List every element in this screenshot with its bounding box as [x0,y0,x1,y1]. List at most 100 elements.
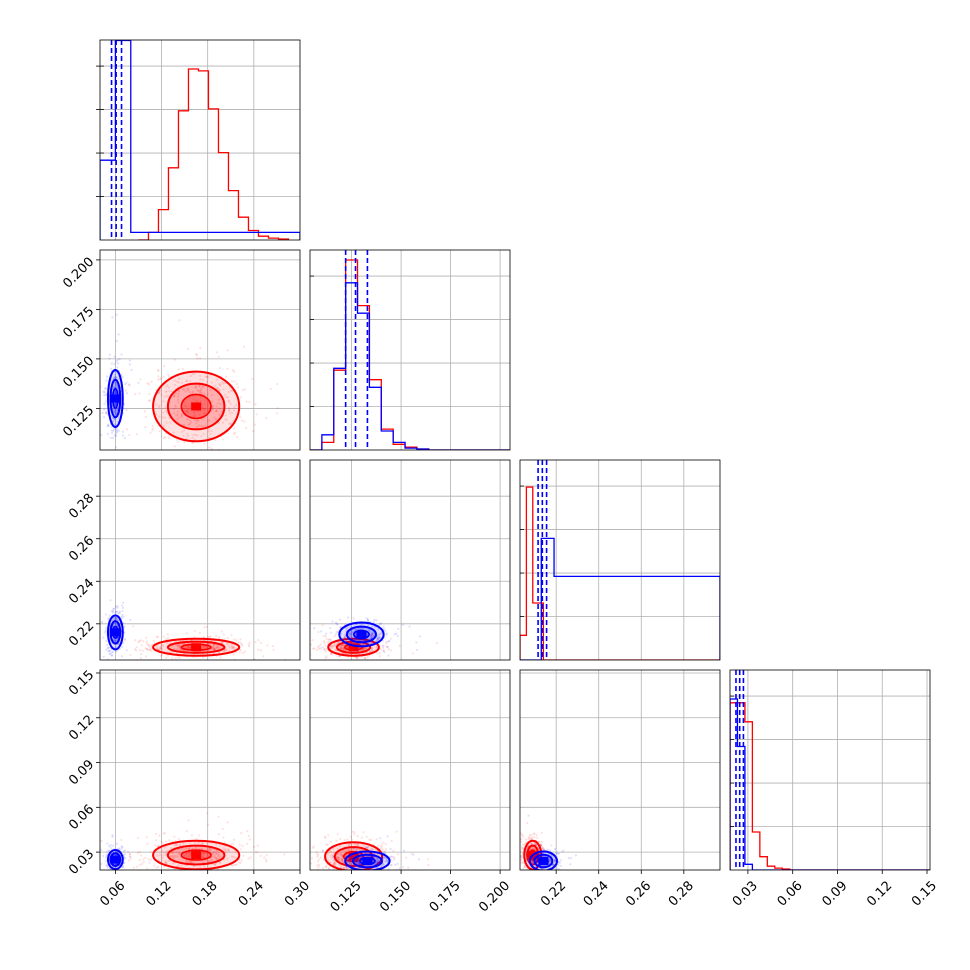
sample-point [324,632,327,635]
sample-point [128,433,131,437]
sample-point [112,624,115,627]
sample-point [176,855,179,858]
sample-point [382,851,385,854]
sample-point [343,636,346,639]
sample-point [141,862,144,865]
sample-point [104,856,108,859]
sample-point [529,881,531,883]
sample-point [153,864,156,867]
sample-point [390,855,393,858]
sample-point [269,387,272,391]
sample-point [176,644,179,647]
sample-point [159,647,162,650]
sample-point [175,851,178,854]
sample-point [378,636,381,639]
sample-point [228,386,231,389]
sample-point [147,857,150,861]
sample-point [177,848,180,852]
sample-point [549,849,552,852]
sample-point [173,394,176,397]
sample-point [341,855,344,858]
sample-point [349,871,351,873]
sample-point [366,875,368,877]
sample-point [384,851,387,854]
panel-2-2 [520,460,720,660]
sample-point [145,867,149,870]
sample-point [361,653,365,656]
sample-point [105,854,108,857]
sample-point [180,847,183,851]
sample-point [111,834,114,837]
sample-point [115,340,119,343]
sample-point [178,851,181,854]
sample-point [221,421,225,424]
sample-point [243,420,246,423]
sample-point [223,848,226,851]
sample-point [202,864,206,868]
sample-point [368,838,371,841]
sample-point [335,879,337,881]
sample-point [177,441,180,444]
sample-point [247,834,250,838]
sample-point [169,650,172,654]
sample-point [355,848,358,851]
sample-point [339,837,342,841]
sample-point [358,866,361,870]
sample-point [160,647,164,650]
sample-point [177,390,181,393]
sample-point [134,393,137,396]
panel-3-1 [303,670,510,881]
scatter-blue-2-1 [312,616,422,657]
sample-point [217,853,220,856]
sample-point [520,855,523,858]
sample-point [358,872,360,874]
sample-point [200,392,203,395]
sample-point [104,411,107,414]
sample-point [121,606,125,610]
sample-point [341,859,344,862]
sample-point [323,835,327,838]
sample-point [174,405,178,408]
sample-point [166,633,169,636]
sample-point [427,863,430,867]
sample-point [529,868,532,870]
sample-point [105,876,107,878]
sample-point [303,826,305,828]
sample-point [159,377,162,380]
sample-point [248,400,251,404]
sample-point [533,877,535,879]
sample-point [226,857,229,860]
sample-point [112,607,115,610]
sample-point [365,646,368,650]
sample-point [324,656,327,659]
sample-point [95,611,97,613]
sample-point [553,859,557,862]
axes-frame [519,459,721,661]
sample-point [363,646,366,650]
sample-point [541,848,544,851]
sample-point [215,409,218,412]
sample-point [225,396,228,399]
sample-point [151,425,154,428]
sample-point [195,353,199,357]
sample-point [377,637,380,640]
sample-point [333,862,336,865]
sample-point [235,639,238,642]
sample-point [162,375,165,379]
sample-point [120,615,123,618]
sample-point [218,844,221,847]
sample-point [331,646,334,649]
sample-point [159,378,162,381]
sample-point [164,416,167,419]
sample-point [145,836,149,839]
sample-point [552,864,555,867]
sample-point [116,366,119,369]
sample-point [115,650,118,653]
sample-point [227,400,231,403]
sample-point [383,872,385,874]
sample-point [177,837,180,841]
sample-point [200,855,203,858]
sample-point [102,408,106,411]
sample-point [120,845,123,848]
sample-point [381,644,384,648]
